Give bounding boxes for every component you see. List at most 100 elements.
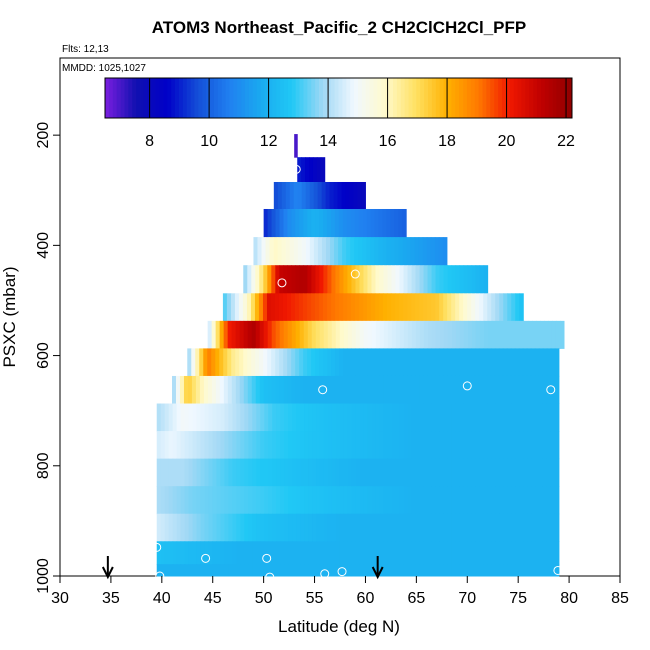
heat-cell xyxy=(431,513,436,542)
heat-cell xyxy=(399,541,405,565)
heat-cell xyxy=(387,458,393,487)
heat-cell xyxy=(391,486,397,515)
heat-cell xyxy=(264,431,269,460)
heat-cell xyxy=(419,348,424,377)
heat-cell xyxy=(289,181,295,210)
heat-cell xyxy=(507,293,512,322)
heat-cell xyxy=(379,541,385,565)
colorbar-segment xyxy=(252,78,258,118)
colorbar-segment xyxy=(202,78,207,118)
chart-title: ATOM3 Northeast_Pacific_2 CH2ClCH2Cl_PFP xyxy=(152,18,526,37)
heat-cell xyxy=(226,293,232,322)
heat-cell xyxy=(487,375,492,405)
heat-cell xyxy=(295,208,300,238)
heat-cell xyxy=(164,458,170,487)
x-tick-label: 85 xyxy=(611,590,629,607)
heat-cell xyxy=(180,431,186,460)
heat-cell xyxy=(256,564,261,577)
heat-cell xyxy=(172,431,178,460)
heat-cell xyxy=(503,431,508,460)
heat-cell xyxy=(260,564,265,577)
heat-cell xyxy=(375,320,381,349)
heat-cell xyxy=(253,237,258,266)
heat-cell xyxy=(503,403,508,432)
heat-cell xyxy=(507,564,512,577)
heat-cell xyxy=(211,348,216,377)
heat-cell xyxy=(228,513,233,542)
heat-cell xyxy=(542,541,548,565)
heat-cell xyxy=(338,208,344,238)
heat-cell xyxy=(531,564,536,577)
colorbar-segment xyxy=(276,78,281,118)
heat-cell xyxy=(269,237,275,266)
heat-cell xyxy=(475,265,481,294)
colorbar-tick-label: 10 xyxy=(200,133,218,150)
heat-cell xyxy=(263,208,269,238)
heat-cell xyxy=(451,320,457,349)
heat-cell xyxy=(471,265,477,294)
heat-cell xyxy=(415,431,421,460)
heat-cell xyxy=(383,458,389,487)
heat-cell xyxy=(351,293,356,322)
heat-cell xyxy=(180,541,186,565)
heat-cell xyxy=(196,403,202,432)
heat-cell xyxy=(323,458,329,487)
heat-cell xyxy=(471,541,476,565)
sample-point xyxy=(337,567,347,577)
heat-cell xyxy=(399,293,404,322)
heat-cell xyxy=(439,564,444,577)
heat-cell xyxy=(301,237,307,266)
heat-cell xyxy=(299,293,304,322)
heat-cell xyxy=(282,293,288,322)
heat-cell xyxy=(184,564,190,577)
heat-cell xyxy=(387,348,392,377)
heat-cell xyxy=(507,320,513,349)
heat-cell xyxy=(367,564,373,577)
heat-cell xyxy=(164,564,170,577)
colorbar-segment xyxy=(178,78,184,118)
marker-arrow-1 xyxy=(101,556,114,580)
heat-cell xyxy=(200,486,206,515)
heat-cell xyxy=(168,403,174,432)
heat-cell xyxy=(503,293,508,322)
colorbar-segment xyxy=(540,78,546,118)
colorbar-segment xyxy=(280,78,285,118)
heat-cell xyxy=(323,293,328,322)
heat-cell xyxy=(491,320,497,349)
colorbar-segment xyxy=(175,78,180,118)
heat-cell xyxy=(523,320,529,349)
heat-cell xyxy=(407,541,413,565)
x-tick-label: 70 xyxy=(458,590,476,607)
heat-cell xyxy=(411,431,417,460)
colorbar-segment xyxy=(307,78,312,118)
heat-cell xyxy=(351,431,357,460)
heat-cell xyxy=(319,431,325,460)
heat-cell xyxy=(256,458,261,487)
heat-cell xyxy=(554,431,560,460)
heat-cell xyxy=(212,541,217,565)
heat-cell xyxy=(527,564,532,577)
colorbar-segment xyxy=(322,78,328,118)
heat-cell xyxy=(339,293,344,322)
colorbar-segment xyxy=(105,78,110,118)
heat-cell xyxy=(554,564,560,577)
heat-cell xyxy=(491,403,496,432)
latitude-markers xyxy=(101,556,384,580)
heat-cell xyxy=(288,403,293,432)
colorbar-segment xyxy=(217,78,223,118)
heat-cell xyxy=(499,431,504,460)
heat-cell xyxy=(451,541,456,565)
heat-cell xyxy=(199,348,204,377)
colorbar-segment xyxy=(299,78,304,118)
heat-cell xyxy=(475,541,480,565)
heat-cell xyxy=(419,265,425,294)
x-tick-label: 80 xyxy=(560,590,578,607)
heat-cell xyxy=(323,320,329,349)
heat-cell xyxy=(459,513,464,542)
heat-cell xyxy=(271,320,277,349)
heat-cell xyxy=(223,320,229,349)
heat-cell xyxy=(244,513,249,542)
heat-cell xyxy=(188,403,194,432)
heat-cell xyxy=(375,486,381,515)
sample-point xyxy=(155,571,165,581)
